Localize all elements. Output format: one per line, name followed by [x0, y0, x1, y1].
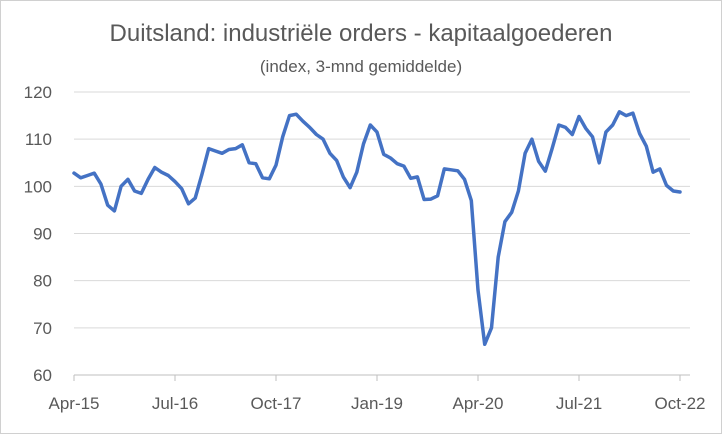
chart-title: Duitsland: industriële orders - kapitaal… — [109, 20, 613, 47]
x-tick-label: Jul-21 — [556, 394, 602, 413]
x-tick-label: Apr-15 — [48, 394, 99, 413]
y-tick-label: 120 — [24, 83, 52, 102]
x-tick-label: Oct-22 — [654, 394, 705, 413]
y-tick-label: 80 — [33, 272, 52, 291]
chart-subtitle: (index, 3-mnd gemiddelde) — [259, 57, 463, 76]
x-tick-label: Jan-19 — [351, 394, 403, 413]
x-tick-label: Apr-20 — [452, 394, 503, 413]
y-tick-label: 110 — [25, 130, 52, 149]
y-tick-label: 90 — [33, 225, 52, 244]
series-line — [72, 110, 682, 347]
x-tick-label: Jul-16 — [152, 394, 198, 413]
x-tick-label: Oct-17 — [250, 394, 301, 413]
y-tick-label: 70 — [33, 319, 52, 338]
y-tick-label: 60 — [33, 366, 52, 385]
y-tick-label: 100 — [24, 177, 52, 196]
